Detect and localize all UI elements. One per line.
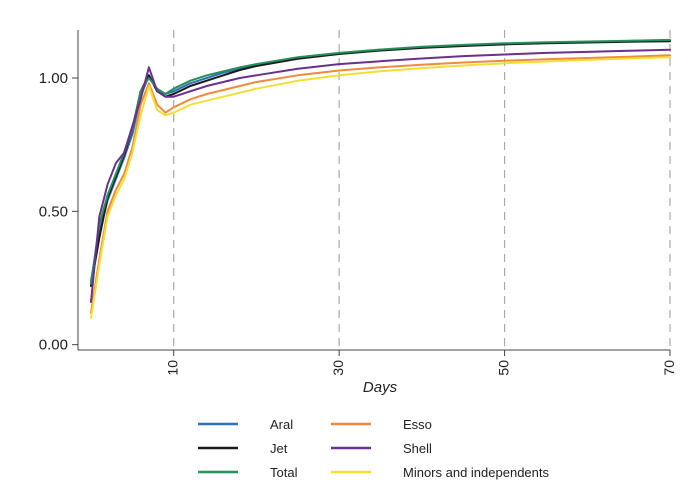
x-tick-label: 50 — [496, 360, 512, 376]
series-line — [90, 38, 671, 285]
legend-label: Aral — [270, 417, 293, 432]
series-line — [90, 40, 671, 287]
x-ticks: 10 30 50 70 — [165, 350, 677, 376]
legend-label: Jet — [270, 441, 288, 456]
series-line — [90, 48, 671, 303]
series-line — [90, 39, 671, 282]
y-tick-label: 0.50 — [39, 203, 68, 220]
legend-label: Esso — [403, 417, 432, 432]
y-ticks: 0.00 0.50 1.00 — [39, 70, 78, 354]
axes — [77, 30, 670, 351]
legend-label: Total — [270, 465, 298, 480]
x-tick-label: 30 — [330, 360, 346, 376]
legend-label: Minors and independents — [403, 465, 549, 480]
series-line — [90, 54, 671, 314]
legend: Aral Jet Total Esso Shell Minors and independ… — [198, 417, 549, 480]
x-tick-label: 70 — [661, 360, 677, 376]
series-lines — [90, 38, 671, 319]
legend-label: Shell — [403, 441, 432, 456]
y-tick-label: 1.00 — [39, 70, 68, 87]
x-axis-title: Days — [363, 379, 398, 396]
y-tick-label: 0.00 — [39, 337, 68, 354]
series-line — [90, 56, 671, 319]
reference-lines — [173, 30, 671, 350]
x-tick-label: 10 — [165, 360, 181, 376]
